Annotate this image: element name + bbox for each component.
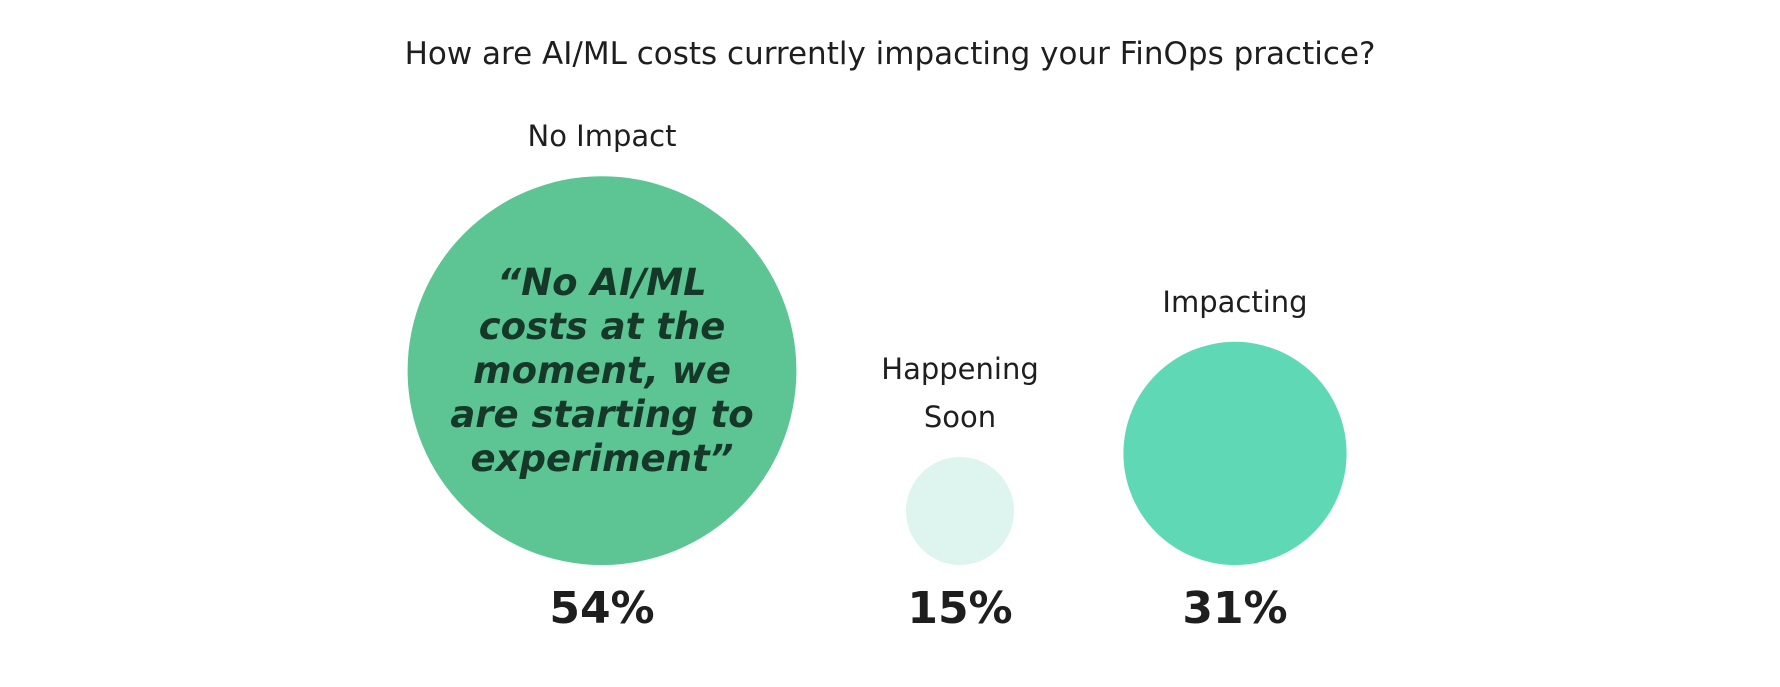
category-label: No Impact: [527, 119, 677, 154]
value-label: 54%: [549, 583, 655, 634]
bubble: [407, 176, 797, 565]
bubble: [906, 457, 1014, 565]
value-label: 15%: [907, 583, 1013, 634]
bubble: [1123, 341, 1347, 565]
category-label: Impacting: [1162, 284, 1308, 319]
category-label: Happening Soon: [881, 352, 1039, 434]
chart-title: How are AI/ML costs currently impacting …: [404, 36, 1376, 72]
annotation: “No AI/ML costs at the moment, we are st…: [450, 260, 754, 480]
value-label: 31%: [1182, 583, 1288, 634]
